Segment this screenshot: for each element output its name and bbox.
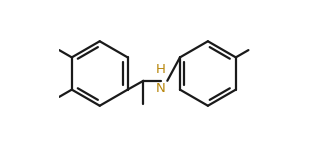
Text: H: H — [156, 63, 166, 76]
Text: N: N — [156, 82, 166, 95]
